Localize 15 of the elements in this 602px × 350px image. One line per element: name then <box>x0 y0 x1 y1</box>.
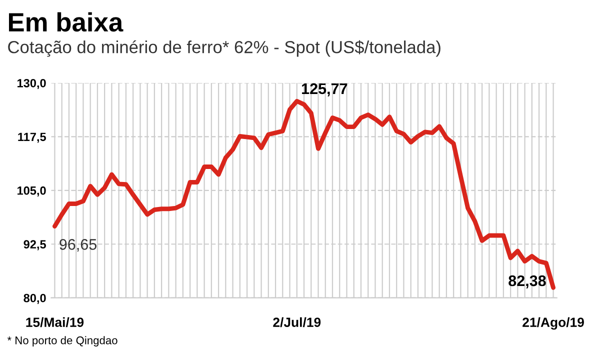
data-label: 96,65 <box>60 239 96 252</box>
y-tick-label: 105,0 <box>18 186 46 197</box>
data-label: 82,38 <box>508 275 546 288</box>
chart-subtitle: Cotação do minério de ferro* 62% - Spot (US$/tonelada) <box>8 40 440 57</box>
data-label: 125,77 <box>302 83 348 96</box>
y-tick-label: 130,0 <box>18 78 46 90</box>
y-tick-label: 80,0 <box>24 294 46 304</box>
x-tick-label: 15/Mai/19 <box>26 317 84 328</box>
text: * No porto de Qingdao <box>7 336 118 346</box>
x-tick-label: 2/Jul/19 <box>273 317 321 328</box>
line-series <box>52 98 556 290</box>
x-tick-label: 21/Ago/19 <box>522 317 584 330</box>
chart-title: Em baixa <box>8 12 124 32</box>
y-tick-label: 117,5 <box>18 132 46 143</box>
y-tick-label: 92,5 <box>24 240 46 250</box>
